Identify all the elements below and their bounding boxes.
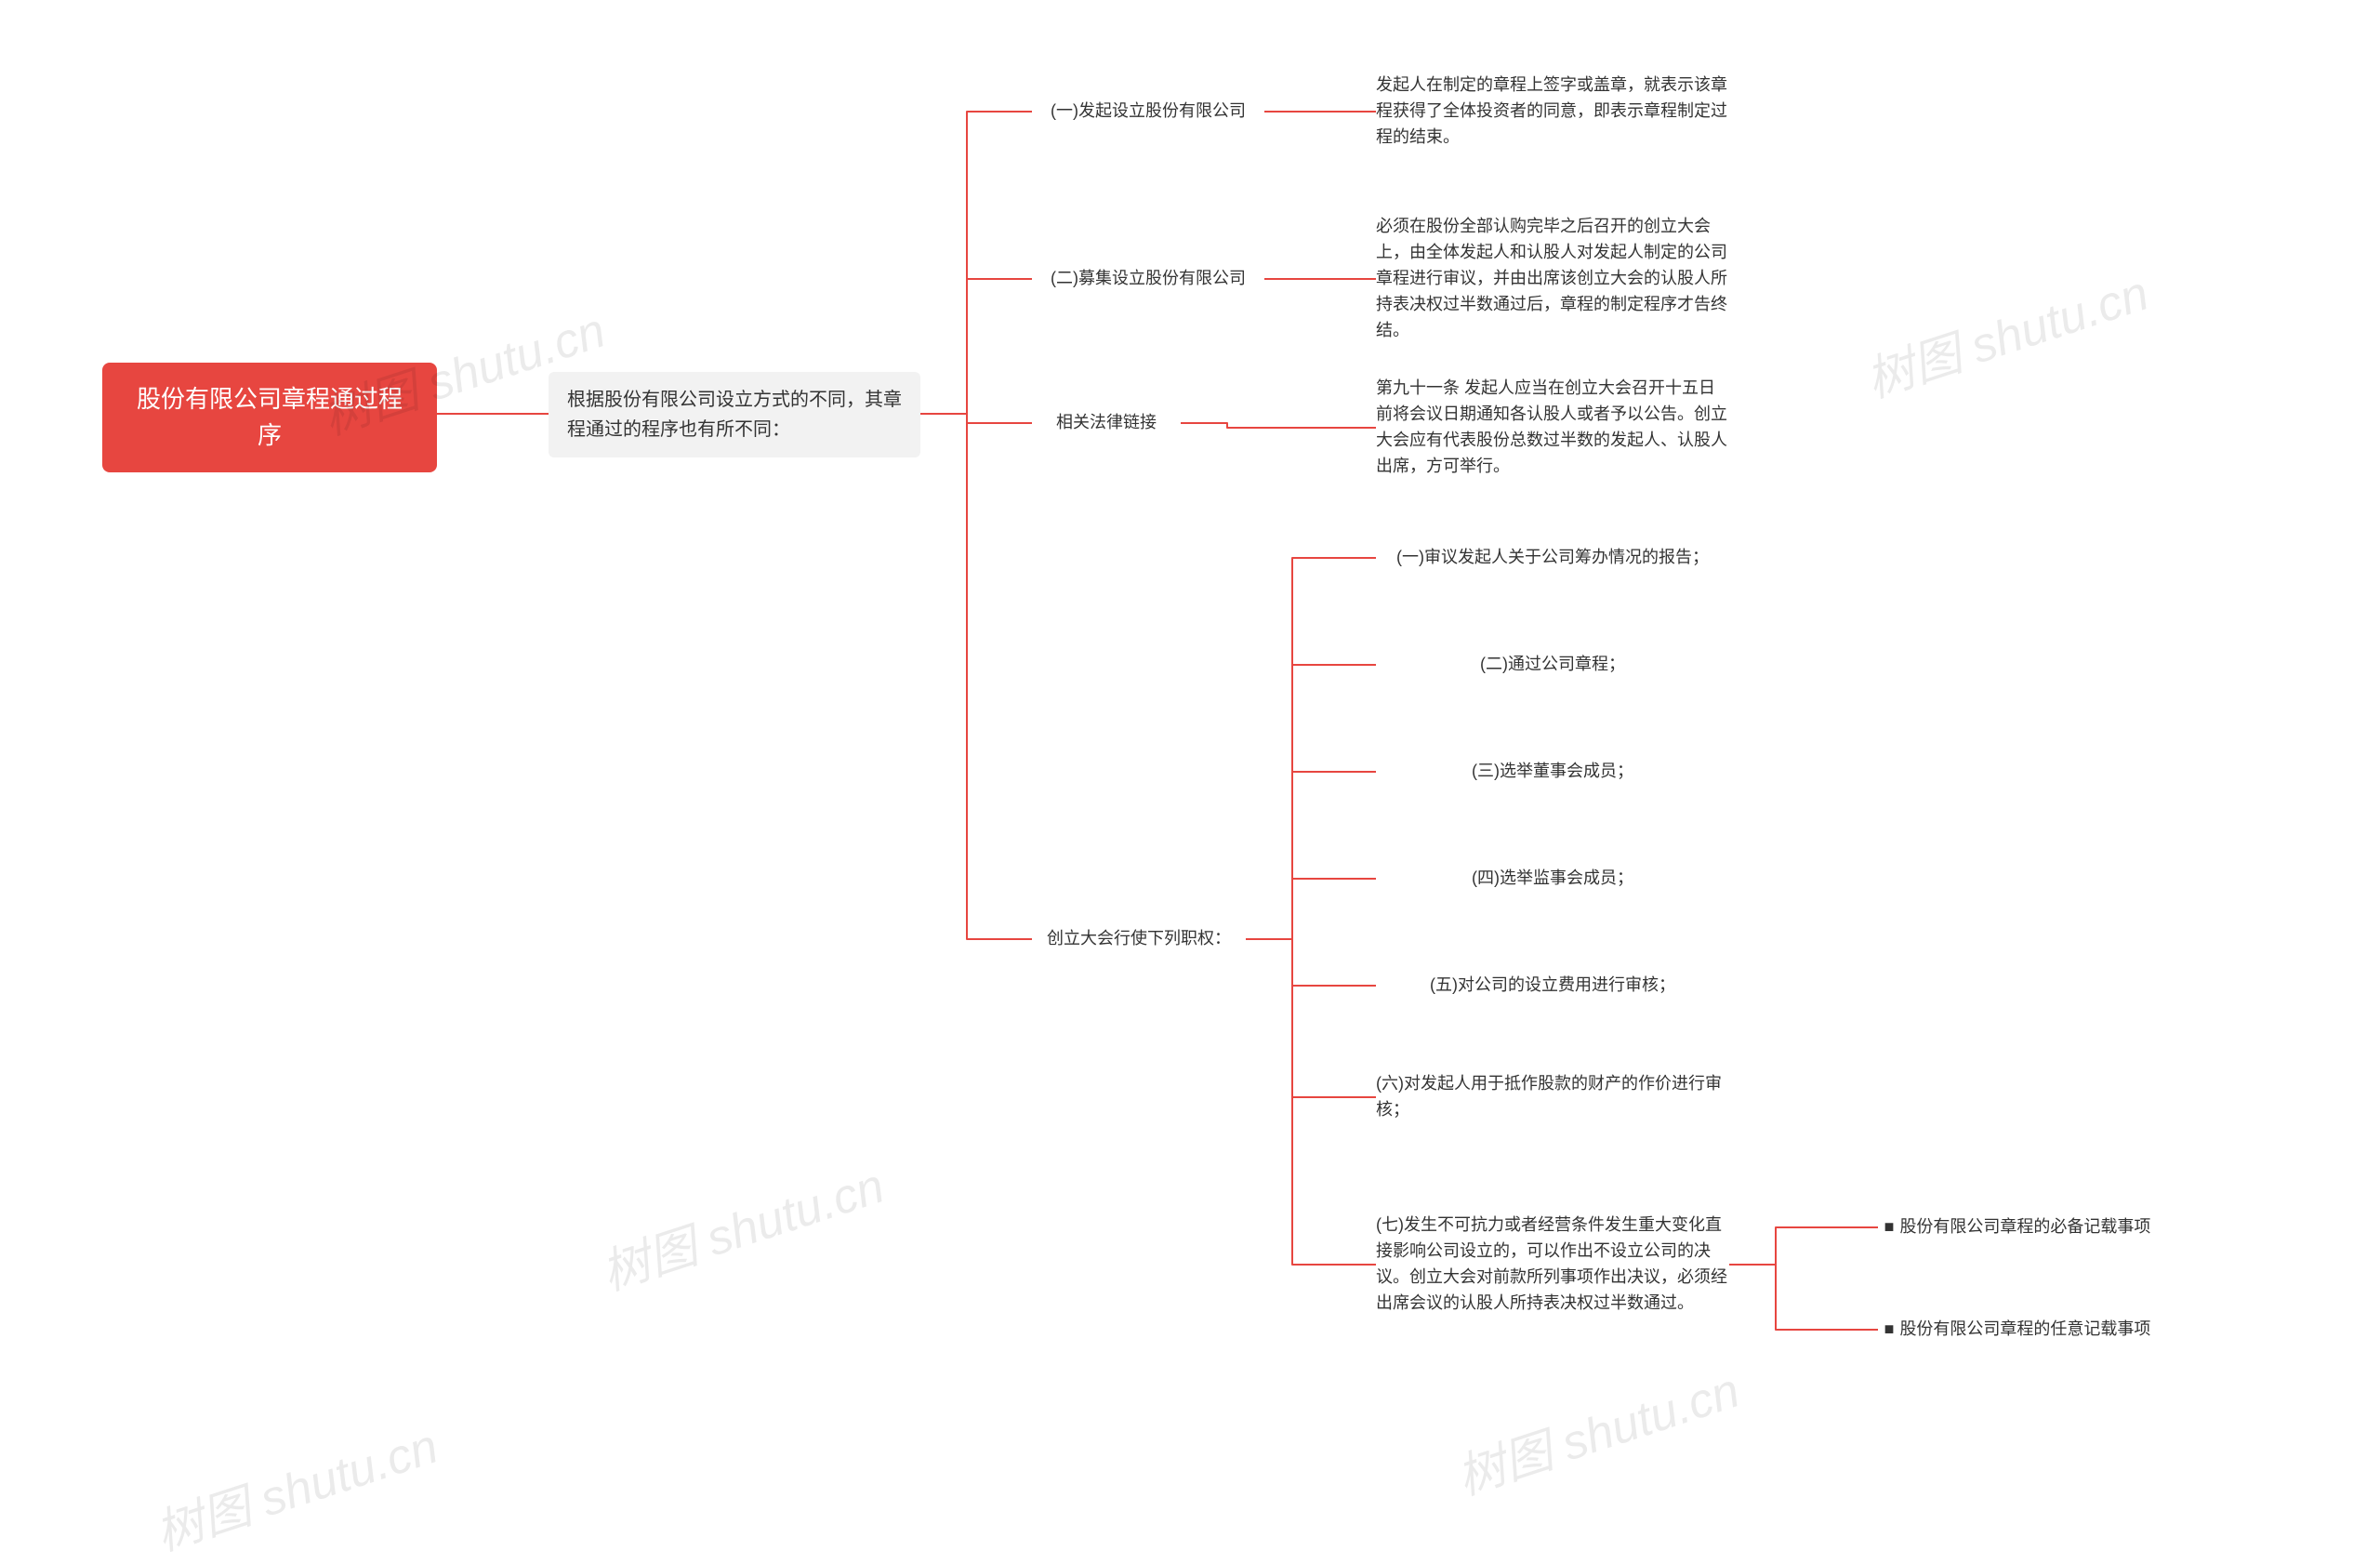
watermark: 树图 shutu.cn — [1447, 1351, 1747, 1508]
bullet-icon: ■ — [1884, 1214, 1895, 1240]
lvl3-node-0: 发起人在制定的章程上签字或盖章，就表示该章程获得了全体投资者的同意，即表示章程制… — [1376, 65, 1729, 158]
connectors-layer — [0, 0, 2380, 1506]
lvl3-node-3: (一)审议发起人关于公司筹办情况的报告； — [1376, 539, 1729, 577]
lvl3-node-1: 必须在股份全部认购完毕之后召开的创立大会上，由全体发起人和认股人对发起人制定的公… — [1376, 209, 1729, 349]
lvl2-node-0: (一)发起设立股份有限公司 — [1032, 93, 1264, 130]
lvl3-node-2: 第九十一条 发起人应当在创立大会召开十五日前将会议日期通知各认股人或者予以公告。… — [1376, 372, 1729, 484]
bullet-icon: ■ — [1884, 1317, 1895, 1343]
lvl3-node-5: (三)选举董事会成员； — [1376, 753, 1729, 790]
watermark: 树图 shutu.cn — [1856, 254, 2156, 411]
lvl3-node-4: (二)通过公司章程； — [1376, 646, 1729, 683]
lvl4-node-0-label: 股份有限公司章程的必备记载事项 — [1899, 1214, 2150, 1240]
watermark: 树图 shutu.cn — [145, 1407, 445, 1564]
lvl2-node-1: (二)募集设立股份有限公司 — [1032, 260, 1264, 298]
lvl3-node-9: (七)发生不可抗力或者经营条件发生重大变化直接影响公司设立的，可以作出不设立公司… — [1376, 1190, 1729, 1339]
lvl3-node-8: (六)对发起人用于抵作股款的财产的作价进行审核； — [1376, 1069, 1729, 1125]
lvl2-node-3: 创立大会行使下列职权： — [1032, 921, 1246, 958]
lvl4-node-1-label: 股份有限公司章程的任意记载事项 — [1899, 1317, 2150, 1343]
lvl2-node-2: 相关法律链接 — [1032, 404, 1181, 442]
lvl1-node: 根据股份有限公司设立方式的不同，其章程通过的程序也有所不同： — [549, 372, 920, 457]
lvl3-node-6: (四)选举监事会成员； — [1376, 860, 1729, 897]
lvl3-node-7: (五)对公司的设立费用进行审核； — [1376, 967, 1729, 1004]
watermark: 树图 shutu.cn — [591, 1146, 892, 1304]
lvl4-node-1: ■股份有限公司章程的任意记载事项 — [1878, 1311, 2157, 1348]
lvl4-node-0: ■股份有限公司章程的必备记载事项 — [1878, 1209, 2157, 1246]
root-node: 股份有限公司章程通过程序 — [102, 363, 437, 472]
